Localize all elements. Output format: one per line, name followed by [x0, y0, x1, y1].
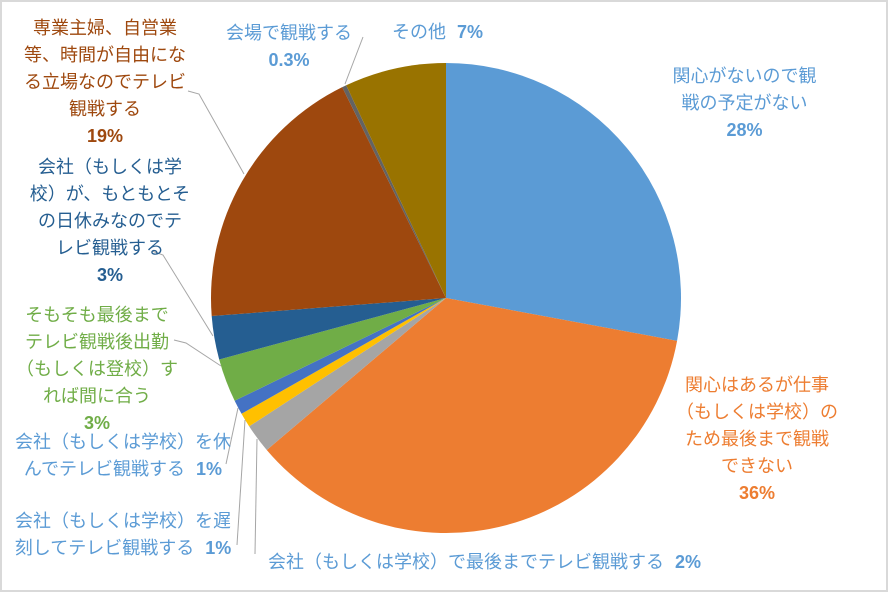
leader-line-2pct — [254, 438, 258, 555]
slice-pct: 1% — [205, 538, 232, 558]
slice-pct: 3% — [83, 413, 110, 433]
slice-label-text: 会社（もしくは学 校）が、もともとそ の日休みなのでテ レビ観戦する — [29, 157, 191, 258]
label-take-day-off-1pct: 会社（もしくは学校）を休 んでテレビ観戦する 1% — [10, 429, 236, 483]
leader-line-1pct-late — [236, 419, 246, 546]
slice-pct: 28% — [726, 120, 763, 140]
slice-pct: 3% — [96, 265, 123, 285]
label-day-off-anyway-3pct: 会社（もしくは学 校）が、もともとそ の日休みなのでテ レビ観戦する 3% — [14, 154, 206, 289]
pie-slices — [210, 63, 682, 534]
slice-label-text: 会社（もしくは学校）で最後までテレビ観戦する — [268, 552, 664, 572]
label-housewife-self-employed-19pct: 専業主婦、自営業 等、時間が自由にな る立場なのでテレビ 観戦する 19% — [7, 15, 203, 150]
pie-slice-4[interactable] — [241, 298, 446, 427]
leader-line-3pct-green — [173, 339, 222, 367]
pie-slice-7[interactable] — [211, 298, 446, 360]
slice-label-text: 関心はあるが仕事 （もしくは学校）の ため最後まで観戦 できない — [676, 375, 838, 476]
slice-pct: 7% — [457, 22, 484, 42]
leader-line-0-3pct — [344, 36, 364, 85]
leader-line-1pct-absent — [225, 407, 239, 465]
pie-slice-10[interactable] — [346, 63, 446, 298]
slice-pct: 36% — [738, 483, 776, 503]
slice-label-text: 専業主婦、自営業 等、時間が自由にな る立場なのでテレビ 観戦する — [24, 18, 186, 119]
slice-label-text: 会社（もしくは学校）を遅 刻してテレビ観戦する — [14, 511, 231, 558]
label-other-7pct: その他 7% — [392, 19, 572, 46]
pie-slice-8[interactable] — [210, 87, 446, 317]
label-watch-then-commute-3pct: そもそも最後まで テレビ観戦後出勤 （もしくは登校）す れば間に合う 3% — [7, 302, 187, 437]
pie-slice-3[interactable] — [249, 298, 446, 450]
slice-label-text: 会場で観戦する — [226, 23, 352, 43]
leader-line-3pct-darkblue — [151, 250, 214, 337]
label-arrive-late-1pct: 会社（もしくは学校）を遅 刻してテレビ観戦する 1% — [7, 508, 239, 562]
slice-label-text: そもそも最後まで テレビ観戦後出勤 （もしくは登校）す れば間に合う — [16, 305, 178, 406]
label-no-interest-28pct: 関心がないので観 戦の予定がない 28% — [637, 63, 852, 144]
label-interested-but-work-36pct: 関心はあるが仕事 （もしくは学校）の ため最後まで観戦 できない 36% — [647, 372, 867, 507]
slice-pct: 0.3% — [268, 50, 310, 70]
slice-pct: 19% — [86, 126, 124, 146]
slice-label-text: その他 — [392, 22, 446, 42]
leader-lines — [151, 36, 364, 555]
slice-label-text: 関心がないので観 戦の予定がない — [672, 66, 817, 113]
slice-pct: 2% — [675, 552, 702, 572]
label-watch-at-venue-0-3pct: 会場で観戦する 0.3% — [210, 20, 368, 74]
pie-slice-9[interactable] — [342, 85, 446, 298]
pie-slice-2[interactable] — [266, 298, 678, 534]
label-watch-at-work-2pct: 会社（もしくは学校）で最後までテレビ観戦する 2% — [268, 549, 738, 576]
pie-slice-5[interactable] — [234, 298, 446, 414]
leader-line-19pct — [187, 90, 245, 175]
slice-label-text: 会社（もしくは学校）を休 んでテレビ観戦する — [15, 432, 231, 479]
pie-slice-1[interactable] — [446, 63, 682, 341]
pie-slice-6[interactable] — [219, 298, 446, 401]
slice-pct: 1% — [196, 459, 223, 479]
